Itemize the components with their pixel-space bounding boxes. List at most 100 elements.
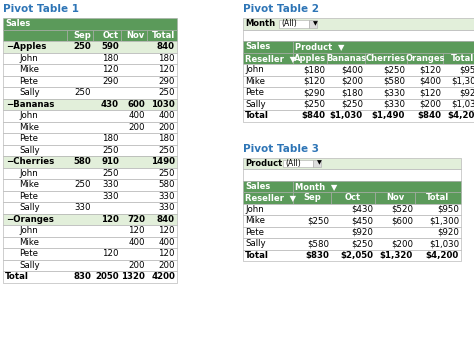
Text: −Oranges: −Oranges	[6, 215, 54, 224]
Text: $1,030: $1,030	[330, 111, 363, 120]
Text: −Bananas: −Bananas	[6, 100, 55, 109]
Text: 120: 120	[102, 65, 119, 74]
Text: Pivot Table 2: Pivot Table 2	[243, 4, 319, 14]
Text: (All): (All)	[285, 159, 301, 168]
Text: Reseller  ▼: Reseller ▼	[245, 193, 296, 202]
Text: Pete: Pete	[245, 228, 264, 237]
Text: $1,320: $1,320	[380, 251, 413, 260]
Text: 250: 250	[102, 146, 119, 155]
Bar	[3, 213, 177, 225]
Bar	[243, 180, 293, 192]
Text: 430: 430	[101, 100, 119, 109]
Text: Sep: Sep	[73, 31, 91, 40]
Text: 580: 580	[158, 180, 175, 189]
Bar	[243, 227, 461, 238]
Text: ▼: ▼	[313, 21, 318, 26]
Text: 400: 400	[158, 111, 175, 120]
Bar	[293, 192, 331, 203]
Text: Total: Total	[245, 251, 269, 260]
Text: −Cherries: −Cherries	[6, 157, 54, 166]
Text: $450: $450	[351, 216, 373, 225]
Bar	[293, 41, 474, 53]
Bar	[3, 87, 177, 98]
Text: Mike: Mike	[245, 216, 265, 225]
Text: 250: 250	[73, 42, 91, 51]
Text: 580: 580	[73, 157, 91, 166]
Text: −Apples: −Apples	[6, 42, 46, 51]
Text: Product: Product	[245, 159, 282, 168]
Text: Mike: Mike	[19, 238, 39, 247]
Text: 120: 120	[158, 65, 175, 74]
Text: Nov: Nov	[127, 31, 145, 40]
Bar	[3, 76, 177, 87]
Bar	[3, 64, 177, 76]
Bar	[279, 20, 309, 28]
Bar	[313, 160, 321, 167]
Bar	[243, 238, 461, 250]
Text: $1,300: $1,300	[429, 216, 459, 225]
Text: Oct: Oct	[345, 193, 361, 202]
Bar	[3, 271, 177, 282]
Text: John: John	[19, 169, 38, 178]
Text: $4,200: $4,200	[448, 111, 474, 120]
Bar	[3, 133, 177, 145]
Bar	[3, 110, 177, 121]
Bar	[243, 250, 461, 261]
Bar	[121, 29, 147, 41]
Text: Sally: Sally	[19, 261, 40, 270]
Text: $1,490: $1,490	[372, 111, 405, 120]
Text: $330: $330	[383, 100, 405, 109]
Bar	[3, 18, 177, 29]
Bar	[331, 192, 375, 203]
Text: $250: $250	[303, 100, 325, 109]
Text: John: John	[245, 65, 264, 74]
Bar	[243, 41, 293, 53]
Text: $200: $200	[391, 239, 413, 248]
Text: 330: 330	[74, 203, 91, 212]
Text: 330: 330	[158, 203, 175, 212]
Text: John: John	[19, 111, 38, 120]
Text: $290: $290	[303, 88, 325, 97]
Text: 330: 330	[158, 192, 175, 201]
Bar	[3, 225, 177, 237]
Bar	[243, 158, 461, 169]
Text: Sally: Sally	[245, 239, 265, 248]
Text: 200: 200	[128, 261, 145, 270]
Bar	[309, 20, 317, 28]
Bar	[243, 64, 474, 76]
Text: $1,030: $1,030	[429, 239, 459, 248]
Text: 840: 840	[157, 215, 175, 224]
Text: 250: 250	[158, 146, 175, 155]
Text: 400: 400	[128, 111, 145, 120]
Text: $180: $180	[303, 65, 325, 74]
Bar	[3, 260, 177, 271]
Bar	[3, 41, 177, 53]
Text: 590: 590	[101, 42, 119, 51]
Text: $4,200: $4,200	[426, 251, 459, 260]
Text: Mike: Mike	[19, 65, 39, 74]
Bar	[243, 29, 474, 41]
Text: Pete: Pete	[19, 249, 38, 258]
Text: 2050: 2050	[95, 272, 119, 281]
Bar	[243, 110, 474, 121]
Text: 250: 250	[102, 169, 119, 178]
Text: 180: 180	[102, 54, 119, 63]
Bar	[243, 169, 461, 180]
Bar	[365, 53, 407, 64]
Text: $840: $840	[417, 111, 441, 120]
Bar	[3, 98, 177, 110]
Text: $430: $430	[351, 205, 373, 214]
Text: Sally: Sally	[19, 146, 40, 155]
Text: Mike: Mike	[19, 123, 39, 132]
Text: Pivot Table 3: Pivot Table 3	[243, 144, 319, 154]
Text: 4200: 4200	[151, 272, 175, 281]
Text: John: John	[19, 54, 38, 63]
Text: $840: $840	[301, 111, 325, 120]
Text: Pete: Pete	[245, 88, 264, 97]
Text: Mike: Mike	[245, 77, 265, 86]
Text: $250: $250	[351, 239, 373, 248]
Text: Oranges: Oranges	[405, 54, 445, 63]
Text: Apples: Apples	[294, 54, 326, 63]
Text: Sales: Sales	[5, 19, 30, 28]
Bar	[3, 190, 177, 202]
